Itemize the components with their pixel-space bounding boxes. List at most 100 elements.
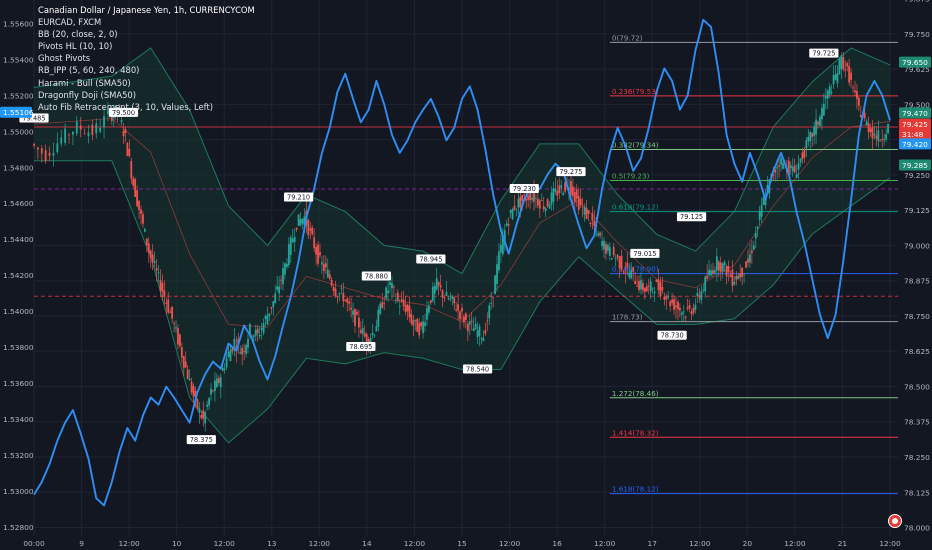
- candle-body: [570, 181, 572, 195]
- candle-body: [758, 212, 761, 220]
- candle-body: [223, 368, 226, 371]
- candle-body: [445, 291, 448, 297]
- candle-body: [503, 230, 506, 245]
- candle-body: [303, 216, 306, 226]
- candle-body: [64, 128, 67, 143]
- candle-body: [447, 298, 450, 300]
- candle-body: [274, 293, 277, 303]
- candle-body: [422, 321, 424, 334]
- fib-level-label: 0.236(79.53): [612, 87, 659, 96]
- candle-body: [667, 295, 670, 298]
- time-axis-tick: 21: [838, 539, 848, 548]
- pivot-label: 78.540: [466, 366, 489, 374]
- left-price-axis[interactable]: 1.55600 1.55400 1.55200 1.55000 1.54800 1.546…: [0, 19, 34, 532]
- candle-body: [33, 144, 35, 146]
- candle-body: [311, 227, 314, 235]
- candle-body: [533, 190, 535, 202]
- candle-body: [745, 261, 747, 268]
- candle-body: [126, 142, 129, 157]
- candle-body: [525, 198, 528, 201]
- candle-body: [474, 324, 477, 330]
- candle-body: [143, 228, 146, 232]
- candle-body: [307, 219, 310, 236]
- indicator-dragonfly[interactable]: Dragonfly Doji (SMA50): [38, 89, 137, 100]
- candle-body: [91, 124, 94, 136]
- candle-body: [655, 279, 658, 283]
- candle-body: [165, 302, 168, 304]
- indicator-rb-ipp[interactable]: RB_IPP (5, 60, 240, 480): [38, 65, 140, 76]
- candle-body: [750, 250, 753, 253]
- candle-body: [624, 272, 627, 274]
- candle-body: [272, 301, 275, 307]
- candle-body: [523, 194, 526, 196]
- pivot-label: 79.210: [287, 193, 310, 201]
- time-axis[interactable]: 00:00 9 12:00 10 12:00 13 12:00 14 12:00 15 12:00 1…: [0, 536, 932, 550]
- left-axis-tick: 1.52800: [3, 523, 34, 532]
- indicator-bb[interactable]: BB (20, close, 2, 0): [38, 29, 118, 40]
- candle-body: [762, 197, 765, 205]
- candle-body: [645, 286, 648, 292]
- candle-body: [441, 290, 444, 298]
- candle-body: [99, 127, 102, 132]
- indicator-ghost-pivots[interactable]: Ghost Pivots: [38, 53, 91, 64]
- candle-body: [142, 214, 144, 224]
- candle-body: [719, 262, 722, 272]
- indicator-harami[interactable]: Harami - Bull (SMA50): [38, 77, 131, 88]
- candle-body: [289, 237, 292, 255]
- price-tag-box: [899, 138, 931, 150]
- candle-body: [581, 206, 584, 208]
- candle-body: [550, 192, 553, 205]
- candle-body: [844, 69, 847, 71]
- symbol-title[interactable]: Canadian Dollar / Japanese Yen, 1h, CURR…: [38, 5, 255, 15]
- candle-body: [227, 351, 230, 358]
- candle-body: [620, 255, 623, 271]
- candle-body: [688, 304, 691, 309]
- time-axis-tick: 12:00: [214, 539, 236, 548]
- time-axis-tick: 9: [79, 539, 84, 548]
- price-tag-label: 79.470: [902, 109, 928, 118]
- candle-body: [863, 112, 866, 119]
- pivot-label: 78.375: [190, 436, 213, 444]
- candle-body: [803, 149, 806, 158]
- candle-body: [107, 110, 109, 114]
- candle-body: [546, 199, 549, 207]
- candle-body: [852, 87, 854, 89]
- candle-body: [132, 178, 135, 186]
- left-axis-tick: 1.54400: [3, 235, 34, 244]
- candle-body: [338, 293, 341, 295]
- indicator-eurcad[interactable]: EURCAD, FXCM: [38, 17, 102, 28]
- candle-body: [472, 328, 475, 332]
- candle-body: [68, 134, 70, 136]
- candle-body: [344, 299, 347, 301]
- candle-body: [394, 299, 397, 301]
- candle-body: [266, 315, 269, 325]
- candle-body: [665, 296, 668, 300]
- candle-body: [591, 213, 594, 221]
- time-axis-tick: 14: [362, 539, 372, 548]
- indicator-pivots-hl[interactable]: Pivots HL (10, 10): [38, 41, 113, 52]
- pivot-label-box: [809, 48, 839, 58]
- candle-body: [714, 270, 716, 273]
- candle-body: [488, 305, 491, 319]
- candle-body: [190, 381, 193, 393]
- candle-body: [865, 121, 868, 126]
- candle-body: [83, 133, 86, 135]
- candle-body: [169, 311, 172, 313]
- snapshot-record-icon[interactable]: [888, 514, 902, 528]
- pivot-label-box: [556, 167, 586, 177]
- candle-body: [36, 147, 39, 150]
- candle-body: [196, 399, 199, 409]
- right-price-axis[interactable]: 79.87579.75079.62579.50079.37579.25079.1…: [898, 0, 932, 536]
- candle-body: [124, 128, 127, 134]
- candle-body: [328, 274, 331, 279]
- candle-body: [677, 301, 679, 310]
- eurcad-series-line: [33, 18, 891, 507]
- candle-body: [276, 286, 279, 290]
- indicator-auto-fib[interactable]: Auto Fib Retracement (3, 10, Values, Lef…: [38, 101, 214, 112]
- candle-body: [161, 282, 164, 293]
- candle-body: [470, 320, 473, 322]
- candle-body: [171, 306, 174, 319]
- pivot-label: 78.945: [419, 256, 442, 264]
- pivot-label: 79.500: [112, 109, 135, 117]
